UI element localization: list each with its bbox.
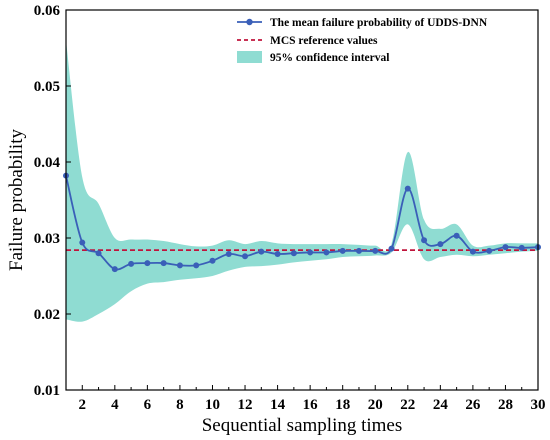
mean-point-5 bbox=[128, 260, 135, 267]
legend-label-confidence: 95% confidence interval bbox=[270, 52, 389, 64]
y-axis-title: Failure probability bbox=[6, 129, 27, 271]
y-tick-label-4: 0.05 bbox=[34, 79, 60, 95]
mean-point-17 bbox=[323, 249, 330, 256]
mean-point-19 bbox=[355, 247, 362, 254]
legend-label-mean: The mean failure probability of UDDS-DNN bbox=[270, 17, 488, 29]
x-tick-label-12: 12 bbox=[238, 397, 253, 413]
mean-point-6 bbox=[144, 260, 151, 267]
confidence-interval-band bbox=[66, 40, 538, 322]
x-tick-label-18: 18 bbox=[335, 397, 350, 413]
mean-point-3 bbox=[95, 250, 102, 257]
mean-point-15 bbox=[290, 250, 297, 257]
y-tick-label-2: 0.03 bbox=[34, 231, 60, 247]
mean-point-25 bbox=[453, 232, 460, 239]
x-tick-label-2: 2 bbox=[79, 397, 87, 413]
axes: 2 4 6 8 10 12 14 16 18 20 22 24 26 28 300.010.020.030.… bbox=[34, 3, 546, 413]
x-tick-label-30: 30 bbox=[531, 397, 546, 413]
mean-point-23 bbox=[421, 237, 428, 244]
mean-point-21 bbox=[388, 245, 395, 252]
y-tick-label-3: 0.04 bbox=[34, 155, 61, 171]
mean-point-24 bbox=[437, 241, 444, 248]
x-tick-label-6: 6 bbox=[144, 397, 152, 413]
y-tick-label-5: 0.06 bbox=[34, 3, 61, 19]
mean-point-14 bbox=[274, 250, 281, 257]
x-axis-title: Sequential sampling times bbox=[202, 415, 403, 436]
y-tick-label-1: 0.02 bbox=[34, 307, 60, 323]
legend-confidence-swatch bbox=[237, 51, 262, 63]
mean-point-12 bbox=[242, 253, 249, 260]
mean-point-20 bbox=[372, 247, 379, 254]
mean-point-28 bbox=[502, 244, 509, 251]
x-tick-label-8: 8 bbox=[176, 397, 184, 413]
mean-point-11 bbox=[225, 250, 232, 257]
x-tick-label-20: 20 bbox=[368, 397, 383, 413]
x-tick-label-28: 28 bbox=[498, 397, 513, 413]
x-tick-label-4: 4 bbox=[111, 397, 119, 413]
mean-point-27 bbox=[486, 247, 493, 254]
legend: The mean failure probability of UDDS-DNN… bbox=[237, 17, 488, 64]
mean-point-22 bbox=[404, 185, 411, 192]
mean-point-16 bbox=[307, 249, 314, 256]
plot-frame bbox=[65, 9, 539, 391]
mean-point-4 bbox=[111, 266, 118, 273]
mean-point-26 bbox=[469, 248, 476, 255]
mean-point-10 bbox=[209, 257, 216, 264]
mean-point-9 bbox=[193, 262, 200, 269]
x-tick-label-24: 24 bbox=[433, 397, 449, 413]
x-tick-label-16: 16 bbox=[303, 397, 319, 413]
mean-point-18 bbox=[339, 247, 346, 254]
mean-point-2 bbox=[79, 239, 86, 246]
y-tick-label-0: 0.01 bbox=[34, 383, 60, 399]
mean-point-29 bbox=[518, 244, 525, 251]
x-tick-label-22: 22 bbox=[400, 397, 415, 413]
mean-point-8 bbox=[176, 262, 183, 269]
mean-point-7 bbox=[160, 260, 167, 267]
x-tick-label-10: 10 bbox=[205, 397, 220, 413]
mean-point-13 bbox=[258, 248, 265, 255]
x-tick-label-14: 14 bbox=[270, 397, 286, 413]
legend-mean-marker bbox=[246, 18, 253, 26]
legend-label-mcs: MCS reference values bbox=[270, 35, 378, 47]
plot-area bbox=[63, 40, 541, 322]
x-tick-label-26: 26 bbox=[465, 397, 481, 413]
